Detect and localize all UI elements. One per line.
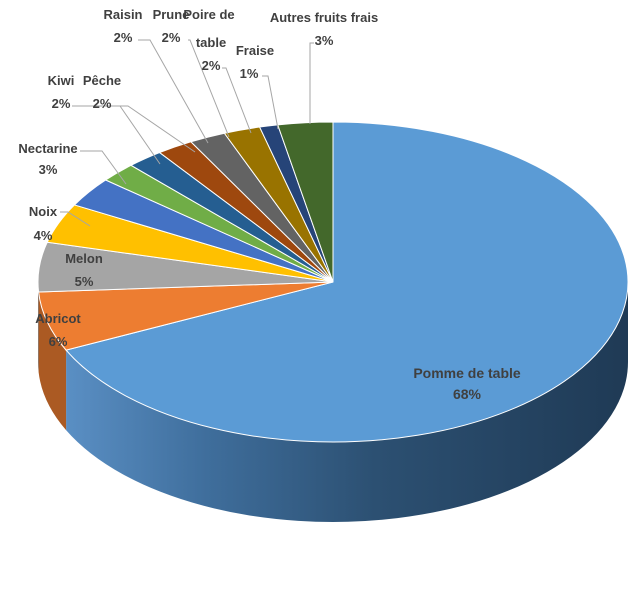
slice-value-melon: 5% — [75, 274, 94, 289]
slice-wall-pomme-de-table — [66, 282, 628, 522]
slice-label-kiwi: Kiwi — [48, 73, 75, 88]
slice-value-noix: 4% — [34, 228, 53, 243]
slice-value-peche: 2% — [93, 96, 112, 111]
slice-label-abricot: Abricot — [35, 311, 81, 326]
leader-line-noix — [60, 211, 91, 227]
slice-value-autres-fruits-frais: 3% — [315, 33, 334, 48]
leader-line-fraise — [262, 75, 279, 130]
slice-autres-fruits-frais — [277, 121, 334, 283]
leader-line-raisin — [138, 39, 209, 144]
slice-label-nectarine: Nectarine — [18, 141, 77, 156]
slice-label-fraise: Fraise — [236, 43, 274, 58]
slice-value-raisin: 2% — [114, 30, 133, 45]
slice-label-prune: Prune — [153, 7, 190, 22]
slice-value-abricot: 6% — [49, 334, 68, 349]
leader-line-kiwi — [72, 105, 161, 165]
slice-labels: Pomme de table 68% Abricot 6% Melon 5% Noix 4% N… — [18, 7, 521, 402]
slice-label-melon: Melon — [65, 251, 103, 266]
leader-line-peche — [116, 105, 196, 153]
slice-value-kiwi: 2% — [52, 96, 71, 111]
slice-value-prune: 2% — [162, 30, 181, 45]
leader-line-prune — [188, 39, 230, 138]
pie-side-walls — [38, 282, 628, 522]
leader-line-autres-fruits-frais — [309, 42, 314, 124]
slice-value-poire-de-table: 2% — [202, 58, 221, 73]
slice-wall-melon — [38, 282, 39, 373]
slice-pomme-de-table — [65, 121, 629, 443]
pie-slices — [37, 121, 629, 443]
slice-label-pomme-de-table: Pomme de table — [413, 365, 521, 381]
slice-value-pomme-de-table: 68% — [453, 386, 482, 402]
slice-wall-abricot — [38, 292, 67, 431]
slice-label-poire-de-table: Poire de table — [183, 7, 234, 50]
leader-lines — [60, 39, 314, 227]
leader-line-nectarine — [80, 150, 127, 185]
slice-label-autres-fruits-frais: Autres fruits frais — [270, 10, 378, 25]
slice-value-fraise: 1% — [240, 66, 259, 81]
leader-line-poire-de-table — [222, 67, 252, 134]
slice-label-raisin: Raisin — [103, 7, 142, 22]
slice-label-peche: Pêche — [83, 73, 121, 88]
slice-label-noix: Noix — [29, 204, 58, 219]
slice-value-nectarine: 3% — [39, 162, 58, 177]
